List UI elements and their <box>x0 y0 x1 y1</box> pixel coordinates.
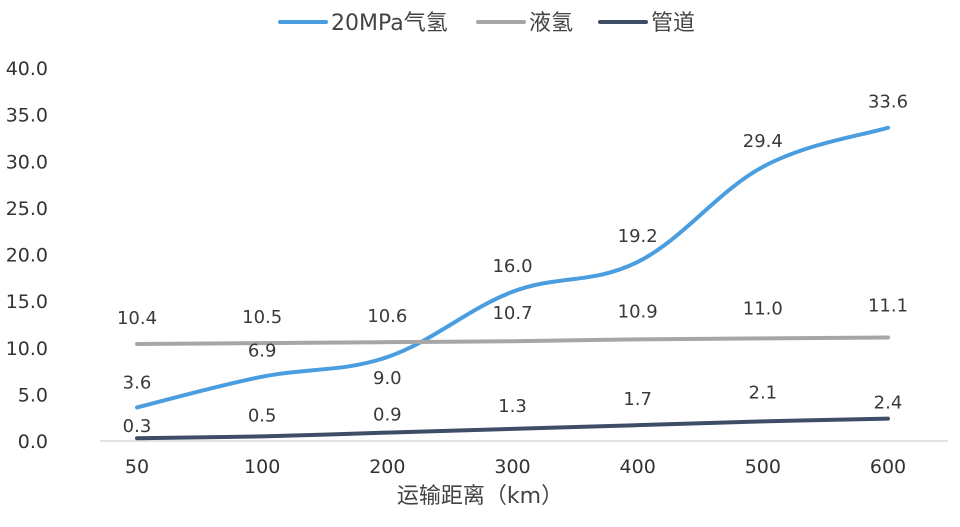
data-label-gas: 19.2 <box>618 226 658 247</box>
y-tick-label: 40.0 <box>6 58 48 80</box>
data-label-liquid: 10.6 <box>367 306 407 327</box>
x-tick-label: 200 <box>369 456 405 478</box>
data-label-gas: 29.4 <box>743 131 783 152</box>
data-label-liquid: 10.7 <box>492 303 532 324</box>
data-labels: 3.6 6.9 9.0 16.0 19.2 29.4 33.6 10.4 10.5 10.6 10.… <box>117 92 908 438</box>
data-label-pipeline: 0.5 <box>248 405 277 426</box>
data-label-pipeline: 2.4 <box>874 393 903 414</box>
x-tick-label: 400 <box>620 456 656 478</box>
data-label-liquid: 10.9 <box>618 301 658 322</box>
y-tick-label: 0.0 <box>18 431 48 453</box>
x-tick-label: 500 <box>745 456 781 478</box>
y-tick-label: 10.0 <box>6 338 48 360</box>
legend-item-pipeline: 管道 <box>600 11 695 36</box>
data-label-liquid: 10.5 <box>242 307 282 328</box>
y-tick-label: 15.0 <box>6 291 48 313</box>
data-label-gas: 9.0 <box>373 368 402 389</box>
data-label-pipeline: 0.3 <box>123 416 152 437</box>
x-tick-label: 50 <box>125 456 149 478</box>
data-label-pipeline: 2.1 <box>749 382 778 403</box>
x-tick-label: 600 <box>870 456 906 478</box>
legend-item-gas: 20MPa气氢 <box>280 11 448 36</box>
data-label-liquid: 11.1 <box>868 295 908 316</box>
y-tick-label: 35.0 <box>6 105 48 127</box>
y-tick-label: 30.0 <box>6 151 48 173</box>
legend-label: 管道 <box>651 11 695 36</box>
legend: 20MPa气氢 液氢 管道 <box>280 11 695 36</box>
data-label-gas: 6.9 <box>248 341 277 362</box>
data-label-pipeline: 1.3 <box>498 396 527 417</box>
legend-item-liquid: 液氢 <box>478 11 573 36</box>
data-label-gas: 3.6 <box>123 372 152 393</box>
y-tick-label: 20.0 <box>6 245 48 267</box>
data-label-liquid: 10.4 <box>117 308 157 329</box>
x-tick-label: 100 <box>244 456 280 478</box>
data-label-gas: 33.6 <box>868 92 908 113</box>
y-tick-label: 5.0 <box>18 384 48 406</box>
x-axis: 50 100 200 300 400 500 600 <box>100 441 948 478</box>
data-label-pipeline: 0.9 <box>373 405 402 426</box>
data-label-gas: 16.0 <box>492 256 532 277</box>
data-label-liquid: 11.0 <box>743 298 783 319</box>
x-tick-label: 300 <box>494 456 530 478</box>
data-label-pipeline: 1.7 <box>623 389 652 410</box>
y-tick-label: 25.0 <box>6 198 48 220</box>
y-axis: 0.0 5.0 10.0 15.0 20.0 25.0 30.0 35.0 40.0 <box>6 58 48 453</box>
legend-label: 液氢 <box>529 11 573 36</box>
legend-label: 20MPa气氢 <box>331 11 448 36</box>
x-axis-title: 运输距离（km） <box>397 484 563 509</box>
